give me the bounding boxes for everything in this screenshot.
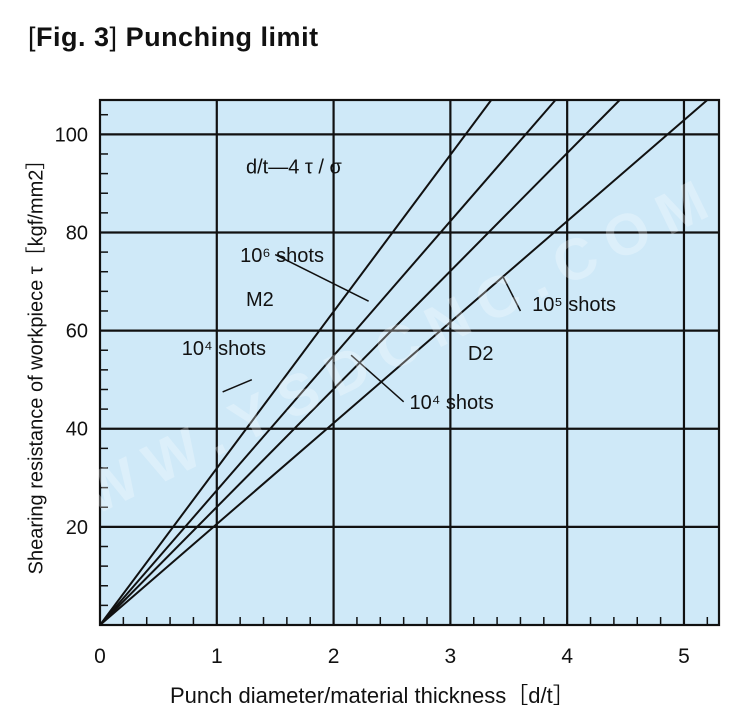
annotation-leader [274, 253, 369, 302]
x-tick-label: 5 [678, 645, 690, 668]
annotation-leader [222, 378, 253, 393]
series-line [99, 99, 708, 626]
y-tick-label: 60 [66, 321, 88, 343]
annotation-label: D2 [468, 343, 494, 365]
annotation-leader [350, 354, 405, 403]
annotation-label: 10⁴ shots [182, 338, 266, 360]
y-tick-label: 100 [55, 124, 88, 146]
series-line [99, 99, 557, 626]
annotation-label: 10⁴ shots [410, 392, 494, 414]
annotation-label: M2 [246, 289, 274, 311]
series-line [99, 99, 493, 626]
plot-background [100, 100, 719, 625]
annotation-label: 10⁶ shots [240, 245, 324, 267]
annotation-label: 10⁵ shots [532, 294, 616, 316]
figure-label: Fig. 3 [36, 22, 110, 52]
annotation-leader [502, 276, 522, 312]
x-axis-label: Punch diameter/material thickness［d/t］ [170, 683, 575, 708]
x-tick-label: 0 [94, 645, 106, 668]
figure-title: [Fig. 3] Punching limit [28, 22, 319, 53]
annotation-label: d/t—4 τ / σ [246, 157, 342, 179]
y-tick-label: 40 [66, 419, 88, 441]
chart-title: Punching limit [125, 22, 319, 52]
figure-bracket-close: ] [109, 22, 118, 52]
x-tick-label: 2 [328, 645, 340, 668]
plot-frame [98, 98, 721, 627]
x-tick-label: 1 [211, 645, 223, 668]
figure-bracket-open: [ [28, 22, 37, 52]
y-tick-label: 80 [66, 222, 88, 244]
y-tick-label: 20 [66, 517, 88, 539]
y-axis-label: Shearing resistance of workpiece τ［kgf/m… [25, 149, 48, 575]
x-tick-label: 4 [561, 645, 573, 668]
x-tick-label: 3 [445, 645, 457, 668]
